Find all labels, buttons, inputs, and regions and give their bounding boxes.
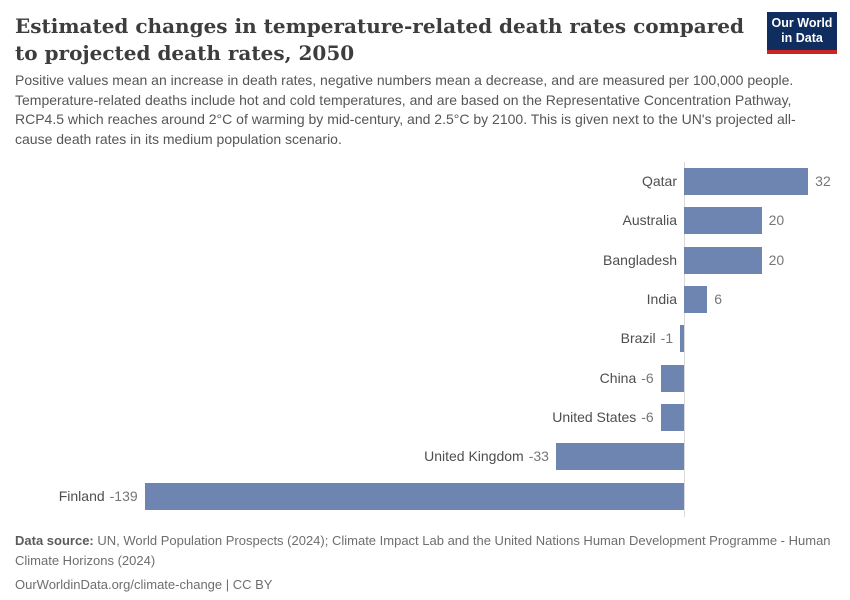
category-name: India <box>646 291 677 308</box>
chart-title: Estimated changes in temperature-related… <box>15 14 744 65</box>
license-line[interactable]: OurWorldinData.org/climate-change | CC B… <box>15 577 273 592</box>
category-label-united-kingdom: United Kingdom -33 <box>15 443 549 470</box>
category-label-bangladesh: Bangladesh <box>15 247 677 274</box>
bar-finland[interactable] <box>144 482 684 510</box>
category-name: China <box>599 369 637 386</box>
category-label-australia: Australia <box>15 207 677 234</box>
bar-china[interactable] <box>660 364 684 392</box>
value-label: -33 <box>528 448 549 465</box>
category-name: Bangladesh <box>603 251 677 268</box>
category-name: United Kingdom <box>424 448 524 465</box>
bar-united-kingdom[interactable] <box>555 443 684 471</box>
data-source-text: UN, World Population Prospects (2024); C… <box>15 533 831 568</box>
value-label: -6 <box>641 409 654 426</box>
chart-area: Qatar 32 Australia 20 Bangladesh 20 India 6 Braz… <box>15 162 840 520</box>
value-label: -139 <box>109 487 138 504</box>
category-label-india: India <box>15 286 677 313</box>
category-label-united-states: United States -6 <box>15 404 654 431</box>
value-label: 6 <box>714 291 723 308</box>
owid-logo-line2: in Data <box>781 31 823 45</box>
zero-axis-line <box>684 162 685 517</box>
value-label: 20 <box>768 251 785 268</box>
bar-united-states[interactable] <box>660 404 684 432</box>
category-label-china: China -6 <box>15 365 654 392</box>
bar-australia[interactable] <box>684 207 762 235</box>
data-source-line: Data source: UN, World Population Prospe… <box>15 531 835 571</box>
bar-qatar[interactable] <box>684 168 809 195</box>
bar-india[interactable] <box>684 286 708 314</box>
owid-logo-line1: Our World <box>771 16 833 30</box>
owid-logo[interactable]: Our World in Data <box>767 12 837 54</box>
value-label: 20 <box>768 212 785 229</box>
category-name: Brazil <box>620 330 656 347</box>
value-label: 32 <box>815 173 831 189</box>
chart-footer: Data source: UN, World Population Prospe… <box>15 531 835 595</box>
data-source-label: Data source: <box>15 533 94 548</box>
category-name: Australia <box>622 212 677 229</box>
category-name: Finland <box>58 487 105 504</box>
bar-bangladesh[interactable] <box>684 246 762 274</box>
category-name: Qatar <box>641 173 677 189</box>
bar-brazil[interactable] <box>680 325 684 353</box>
category-label-qatar: Qatar <box>15 168 677 195</box>
category-name: United States <box>552 409 637 426</box>
category-label-finland: Finland -139 <box>15 483 138 510</box>
chart-subtitle: Positive values mean an increase in deat… <box>15 72 796 147</box>
value-label: -6 <box>641 369 654 386</box>
value-label: -1 <box>660 330 674 347</box>
category-label-brazil: Brazil -1 <box>15 325 673 352</box>
